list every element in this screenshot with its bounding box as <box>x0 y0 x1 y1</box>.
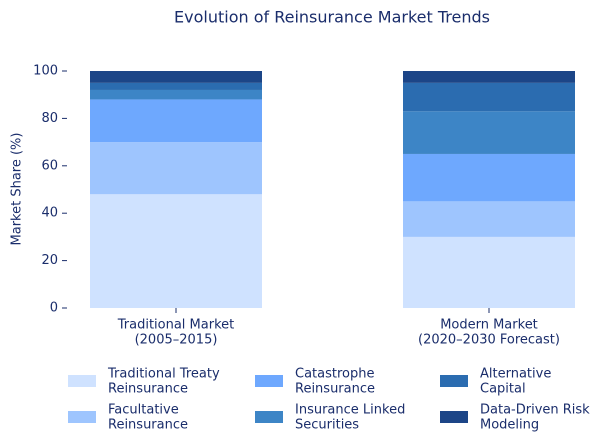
x-tick-label: Traditional Market (2005–2015) <box>117 317 235 347</box>
legend-label: Traditional Treaty Reinsurance <box>107 366 220 396</box>
bar-segment <box>90 89 262 100</box>
bar-segment <box>90 82 262 90</box>
bar-segment <box>90 99 262 143</box>
bar-segment <box>90 194 262 308</box>
bar-segment <box>90 71 262 83</box>
y-tick-label: 40 <box>41 206 58 221</box>
legend-swatch <box>68 375 96 387</box>
bar-segment <box>403 71 575 83</box>
legend-swatch <box>440 375 468 387</box>
y-tick-label: 80 <box>41 111 58 126</box>
legend-label: Data-Driven Risk Modeling <box>480 402 590 432</box>
y-tick-label: 100 <box>33 64 58 79</box>
bar-segment <box>403 82 575 112</box>
bar-segment <box>403 111 575 154</box>
y-tick-label: 0 <box>50 301 58 316</box>
chart-title: Evolution of Reinsurance Market Trends <box>174 8 490 27</box>
y-tick-label: 60 <box>41 158 58 173</box>
legend-label: Alternative Capital <box>480 366 551 396</box>
bar-segment <box>403 153 575 202</box>
legend-swatch <box>255 411 283 423</box>
y-tick-label: 20 <box>41 253 58 268</box>
legend-swatch <box>68 411 96 423</box>
legend-label: Facultative Reinsurance <box>108 402 188 432</box>
bar-segment <box>90 142 262 195</box>
x-tick-label: Modern Market (2020–2030 Forecast) <box>418 317 560 347</box>
legend-swatch <box>440 411 468 423</box>
bar-segment <box>403 201 575 237</box>
legend-swatch <box>255 375 283 387</box>
legend-label: Insurance Linked Securities <box>295 402 405 432</box>
legend-label: Catastrophe Reinsurance <box>295 366 375 396</box>
bar-segment <box>403 236 575 308</box>
y-axis-label: Market Share (%) <box>10 133 25 246</box>
